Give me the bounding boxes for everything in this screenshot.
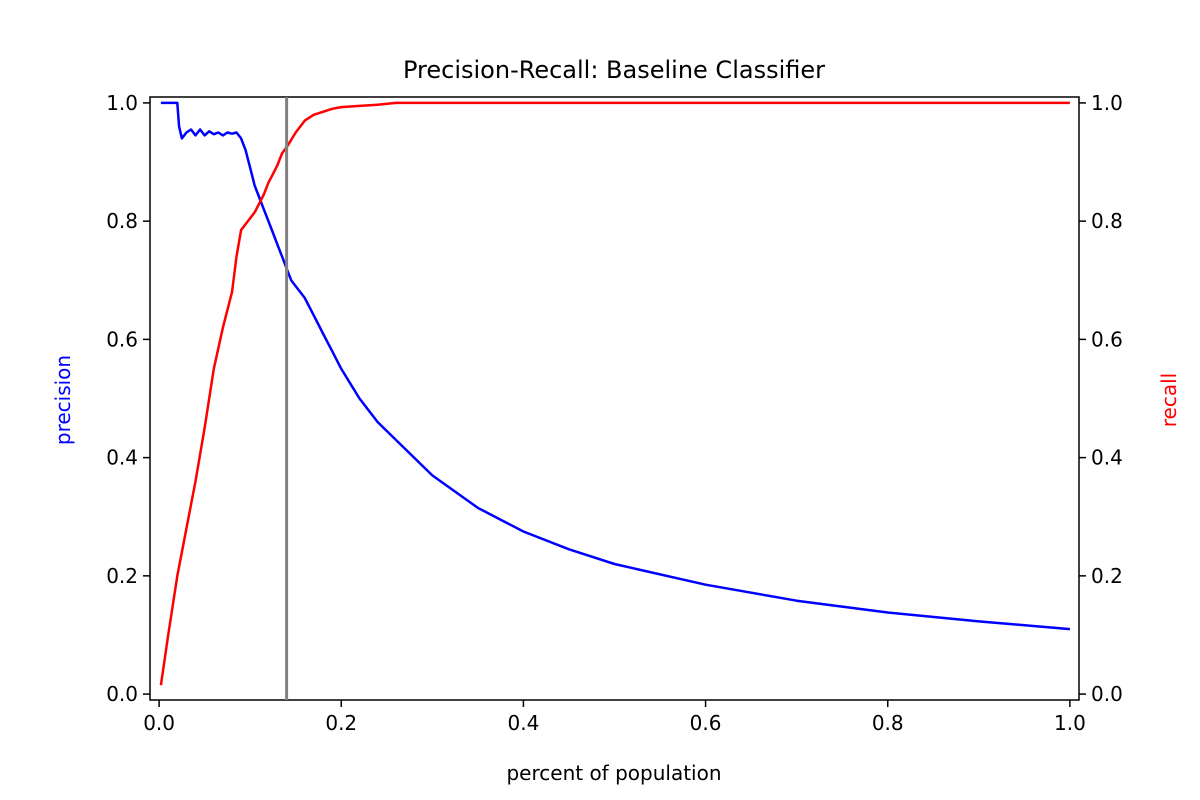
y-axis-right-label: recall [1157,373,1181,427]
chart-title: Precision-Recall: Baseline Classifier [403,56,825,84]
y-right-tick-label: 0.4 [1091,446,1123,470]
x-tick-label: 0.4 [508,711,540,735]
x-tick-label: 0.8 [872,711,904,735]
x-tick-label: 0.0 [143,711,175,735]
precision-line [160,101,1071,631]
x-axis-label: percent of population [506,761,721,785]
y-right-tick-label: 0.8 [1091,209,1123,233]
y-axis-left-ticks: 0.0 0.2 0.4 0.6 0.8 1.0 [106,91,150,706]
y-axis-left-label: precision [51,355,75,445]
y-right-tick-label: 0.0 [1091,682,1123,706]
y-right-tick-label: 0.2 [1091,564,1123,588]
y-left-tick-label: 0.8 [106,209,138,233]
y-axis-right-ticks: 0.0 0.2 0.4 0.6 0.8 1.0 [1079,91,1123,706]
recall-line [159,101,1070,686]
x-tick-label: 0.6 [690,711,722,735]
y-left-tick-label: 1.0 [106,91,138,115]
plot-frame [149,96,1080,701]
y-right-tick-label: 1.0 [1091,91,1123,115]
y-left-tick-label: 0.2 [106,564,138,588]
x-tick-label: 1.0 [1054,711,1086,735]
y-left-tick-label: 0.0 [106,682,138,706]
y-right-tick-label: 0.6 [1091,327,1123,351]
data-lines [159,97,1071,700]
y-left-tick-label: 0.4 [106,446,138,470]
x-tick-label: 0.2 [325,711,357,735]
plot-area [149,96,1080,701]
y-left-tick-label: 0.6 [106,327,138,351]
x-axis-ticks: 0.0 0.2 0.4 0.6 0.8 1.0 [143,700,1086,735]
